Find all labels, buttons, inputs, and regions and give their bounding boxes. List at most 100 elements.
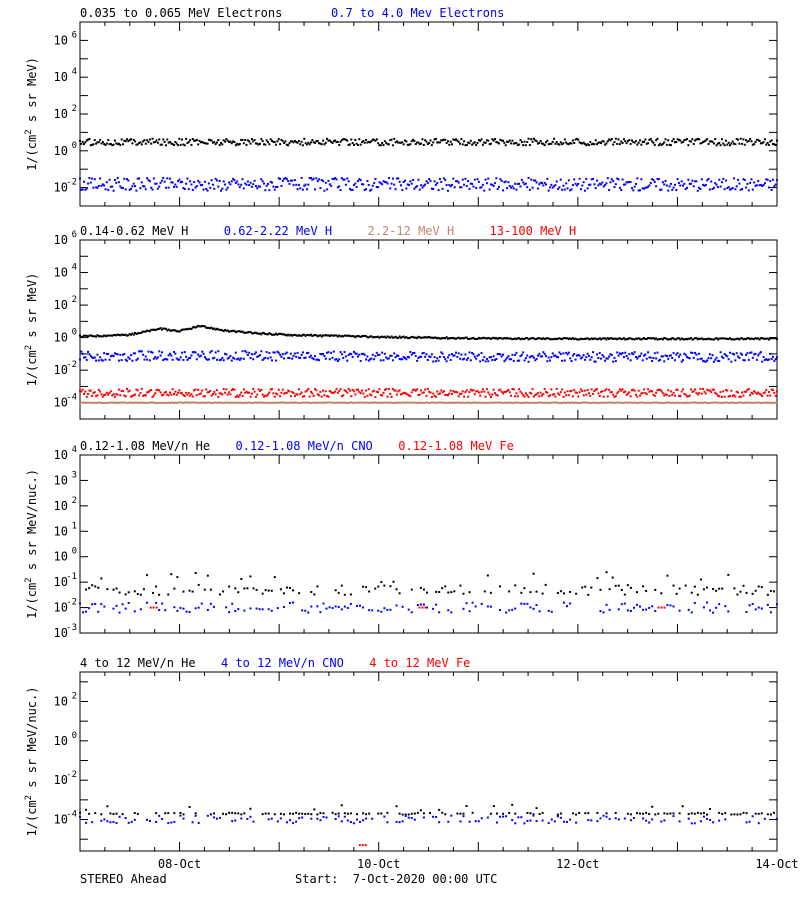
data-point <box>617 138 620 141</box>
data-point <box>209 327 212 330</box>
data-point <box>397 337 400 340</box>
data-point <box>346 819 349 822</box>
data-point <box>488 401 491 404</box>
data-point <box>240 401 243 404</box>
data-point <box>604 401 607 404</box>
data-point <box>660 401 663 404</box>
data-point <box>237 591 240 594</box>
data-point <box>397 141 400 144</box>
data-point <box>553 338 556 341</box>
data-point <box>410 391 413 394</box>
data-point <box>648 356 651 359</box>
data-point <box>346 606 349 609</box>
data-point <box>684 393 687 396</box>
data-point <box>205 388 208 391</box>
data-point <box>381 394 384 397</box>
data-point <box>249 807 252 810</box>
data-point <box>87 182 90 185</box>
data-point <box>436 390 439 393</box>
data-point <box>573 352 576 355</box>
data-point <box>471 811 474 814</box>
data-point <box>512 187 515 190</box>
data-point <box>100 401 103 404</box>
data-point <box>559 816 562 819</box>
data-point <box>644 337 647 340</box>
data-point <box>335 387 338 390</box>
data-point <box>704 401 707 404</box>
data-point <box>579 337 582 340</box>
data-point <box>331 356 334 359</box>
data-point <box>486 574 489 577</box>
data-point <box>441 401 444 404</box>
data-point <box>683 401 686 404</box>
data-point <box>401 141 404 144</box>
data-point <box>530 138 533 141</box>
data-point <box>660 606 663 609</box>
data-point <box>134 393 137 396</box>
data-point <box>139 141 142 144</box>
data-point <box>156 356 159 359</box>
data-point <box>550 388 553 391</box>
data-point <box>158 185 161 188</box>
data-point <box>380 580 383 583</box>
data-point <box>766 337 769 340</box>
data-point <box>327 179 330 182</box>
data-point <box>213 327 216 330</box>
data-point <box>177 180 180 183</box>
data-point <box>694 180 697 183</box>
data-point <box>428 355 431 358</box>
data-point <box>666 604 669 607</box>
data-point <box>563 337 566 340</box>
data-point <box>261 331 264 334</box>
data-point <box>260 350 263 353</box>
data-point <box>88 353 91 356</box>
data-point <box>269 388 272 391</box>
data-point <box>267 812 270 815</box>
data-point <box>492 388 495 391</box>
data-point <box>661 355 664 358</box>
data-point <box>191 821 194 824</box>
data-point <box>213 390 216 393</box>
data-point <box>305 389 308 392</box>
data-point <box>422 391 425 394</box>
data-point <box>480 337 483 340</box>
data-point <box>230 389 233 392</box>
data-point <box>602 140 605 143</box>
data-point <box>280 332 283 335</box>
data-point <box>686 186 689 189</box>
data-point <box>656 351 659 354</box>
y-tick-label: 10 <box>54 363 68 377</box>
data-point <box>618 388 621 391</box>
data-point <box>441 187 444 190</box>
data-point <box>190 327 193 330</box>
data-point <box>514 354 517 357</box>
data-point <box>430 395 433 398</box>
data-point <box>596 388 599 391</box>
series-1 <box>79 803 775 816</box>
data-point <box>379 359 382 362</box>
data-point <box>356 355 359 358</box>
data-point <box>109 185 112 188</box>
data-point <box>111 185 114 188</box>
data-point <box>524 144 527 147</box>
data-point <box>301 816 304 819</box>
data-point <box>363 395 366 398</box>
data-point <box>491 183 494 186</box>
data-point <box>491 393 494 396</box>
data-point <box>618 186 621 189</box>
data-point <box>84 356 87 359</box>
data-point <box>623 593 626 596</box>
data-point <box>754 401 757 404</box>
data-point <box>425 394 428 397</box>
data-point <box>236 142 239 145</box>
data-point <box>352 822 355 825</box>
data-point <box>629 813 632 816</box>
data-point <box>748 604 751 607</box>
data-point <box>131 332 134 335</box>
data-point <box>177 401 180 404</box>
data-point <box>745 353 748 356</box>
data-point <box>737 178 740 181</box>
data-point <box>675 141 678 144</box>
data-point <box>647 142 650 145</box>
data-point <box>244 401 247 404</box>
